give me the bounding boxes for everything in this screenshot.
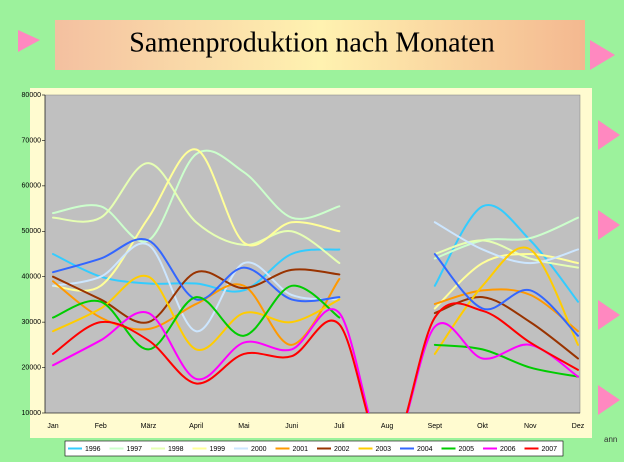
legend-label: 1999: [210, 446, 226, 453]
chart-title: Samenproduktion nach Monaten: [129, 27, 494, 58]
y-tick-label: 30000: [22, 319, 42, 326]
slide: Samenproduktion nach Monaten ann 10000 20…: [0, 0, 624, 462]
x-tick-label: März: [141, 423, 157, 430]
y-tick-label: 20000: [22, 364, 42, 371]
legend-label: 2001: [293, 446, 309, 453]
legend-label: 2007: [542, 446, 558, 453]
legend-label: 2000: [251, 446, 267, 453]
legend-label: 1997: [127, 446, 143, 453]
x-tick-label: Jan: [47, 423, 58, 430]
x-tick-label: Dez: [572, 423, 585, 430]
legend-label: 2005: [459, 446, 475, 453]
x-tick-label: Aug: [381, 423, 394, 430]
x-tick-label: Nov: [524, 423, 537, 430]
x-tick-label: Mai: [238, 423, 250, 430]
y-tick-label: 70000: [22, 137, 42, 144]
legend-label: 1998: [168, 446, 184, 453]
x-tick-label: Feb: [95, 423, 107, 430]
legend-label: 2003: [376, 446, 392, 453]
x-tick-label: Juni: [285, 423, 298, 430]
x-tick-label: Sept: [428, 423, 442, 430]
y-tick-label: 40000: [22, 274, 42, 281]
y-tick-label: 10000: [22, 410, 42, 417]
legend-label: 2002: [334, 446, 350, 453]
y-tick-label: 80000: [22, 92, 42, 99]
page: {"chart_data": {"type": "line", "title":…: [0, 0, 624, 462]
y-tick-label: 50000: [22, 228, 42, 235]
x-tick-label: Juli: [334, 423, 345, 430]
legend-label: 2004: [417, 446, 433, 453]
legend-label: 2006: [500, 446, 516, 453]
x-tick-label: Okt: [477, 423, 488, 430]
legend-label: 1996: [85, 446, 101, 453]
x-tick-label: April: [189, 423, 203, 430]
y-tick-label: 60000: [22, 183, 42, 190]
footer-text: ann: [604, 435, 617, 444]
